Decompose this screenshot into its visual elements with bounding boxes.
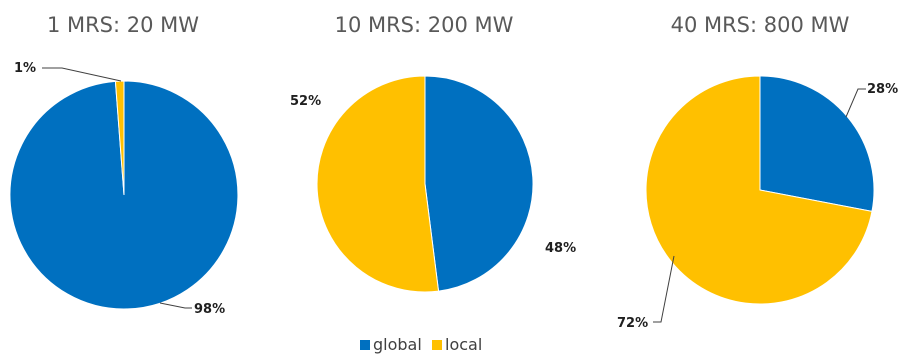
chart-2-slices bbox=[317, 76, 533, 292]
chart-3-slice-global bbox=[760, 76, 874, 211]
chart-1-label-global: 98% bbox=[194, 302, 225, 317]
legend: global local bbox=[360, 335, 482, 354]
pie-chart-1: 1 MRS: 20 MW 1% 98% bbox=[10, 13, 238, 317]
legend-swatch-local bbox=[432, 340, 442, 350]
chart-3-leader-global bbox=[846, 89, 866, 117]
chart-3-leader-local bbox=[653, 256, 674, 322]
chart-1-title: 1 MRS: 20 MW bbox=[47, 13, 199, 37]
chart-1-label-local: 1% bbox=[14, 61, 36, 76]
chart-3-slices bbox=[646, 76, 874, 304]
pie-chart-3: 40 MRS: 800 MW 28% 72% bbox=[617, 13, 898, 331]
chart-3-title: 40 MRS: 800 MW bbox=[671, 13, 850, 37]
chart-2-slice-local bbox=[317, 76, 439, 292]
chart-1-leader-local bbox=[42, 68, 121, 81]
chart-2-title: 10 MRS: 200 MW bbox=[335, 13, 514, 37]
chart-1-slices bbox=[10, 81, 238, 309]
legend-label-global: global bbox=[373, 335, 422, 354]
legend-label-local: local bbox=[445, 335, 482, 354]
chart-2-slice-global bbox=[425, 76, 533, 291]
chart-3-label-global: 28% bbox=[867, 82, 898, 97]
pie-chart-2: 10 MRS: 200 MW 52% 48% bbox=[290, 13, 576, 292]
chart-2-label-local: 52% bbox=[290, 94, 321, 109]
chart-2-label-global: 48% bbox=[545, 241, 576, 256]
chart-1-leader-global bbox=[160, 303, 192, 308]
legend-swatch-global bbox=[360, 340, 370, 350]
chart-3-label-local: 72% bbox=[617, 316, 648, 331]
